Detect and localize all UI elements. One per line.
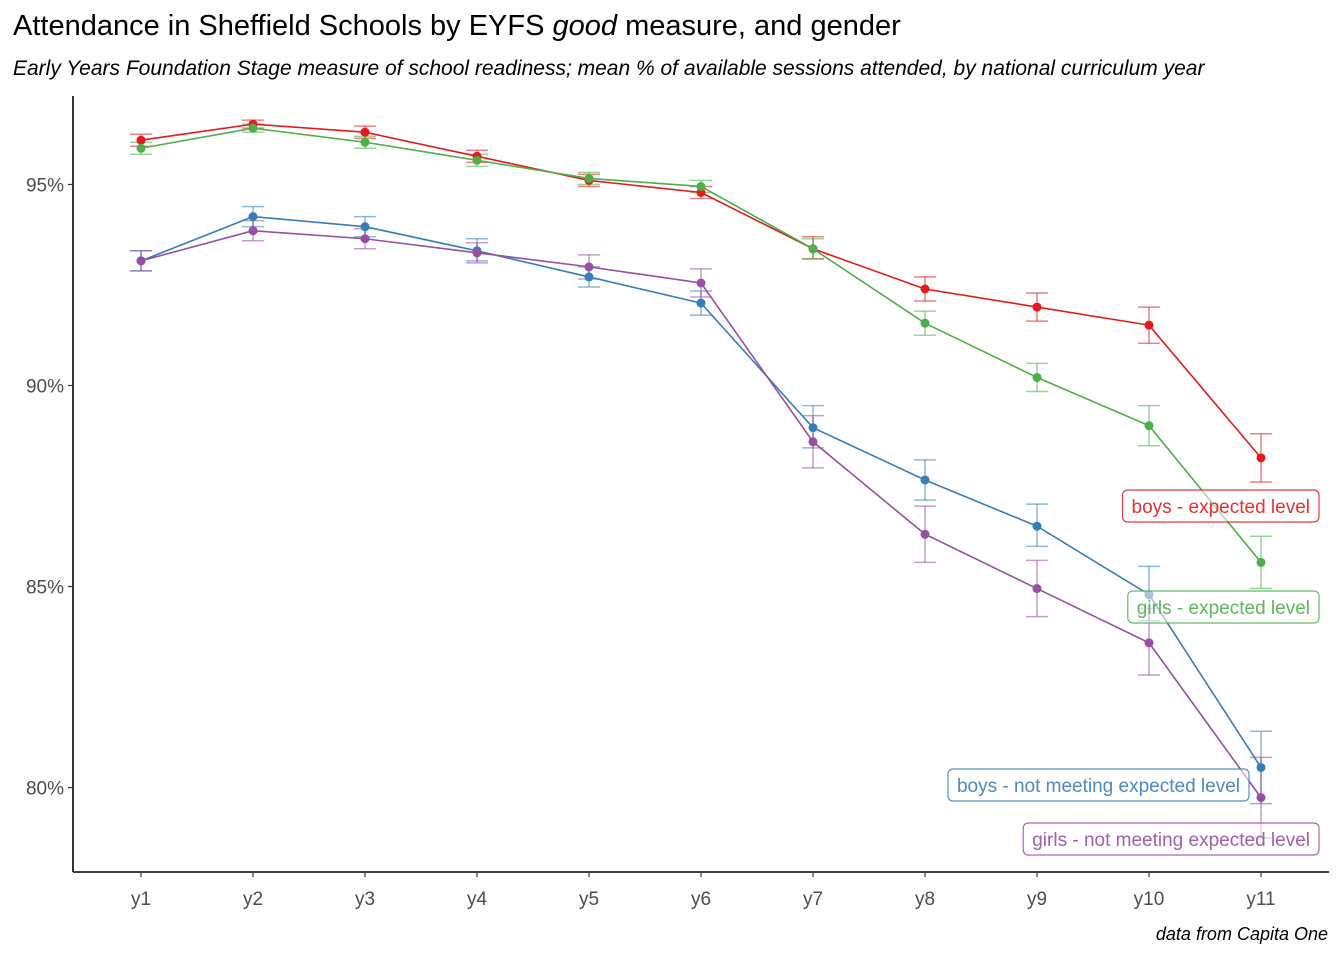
data-point (920, 529, 930, 539)
title-text-start: Attendance in Sheffield Schools by EYFS (13, 10, 553, 42)
data-point (248, 123, 258, 133)
series-label-text: boys - not meeting expected level (957, 776, 1240, 797)
data-point (1032, 584, 1042, 594)
series-label-box (1121, 489, 1320, 523)
data-point (1144, 421, 1154, 431)
data-point (696, 181, 706, 191)
data-point (472, 248, 482, 258)
series-label: girls - not meeting expected level (1022, 822, 1320, 856)
data-point (1256, 453, 1266, 463)
data-point (920, 284, 930, 294)
data-point (1032, 302, 1042, 312)
series-labels: boys - expected level girls - expected le… (947, 489, 1320, 856)
x-tick-label: y6 (691, 889, 711, 910)
series-label: boys - not meeting expected level (947, 768, 1250, 802)
data-point (1256, 762, 1266, 772)
data-point (920, 475, 930, 485)
y-tick-label: 95% (26, 175, 64, 196)
x-tick-label: y9 (1027, 889, 1047, 910)
title-text-end: measure, and gender (617, 10, 901, 42)
data-point (1032, 521, 1042, 531)
data-point (1256, 793, 1266, 803)
data-point (136, 143, 146, 153)
y-tick-label: 80% (26, 779, 64, 800)
data-point (360, 234, 370, 244)
y-tick-label: 85% (26, 578, 64, 599)
chart-title: Attendance in Sheffield Schools by EYFS … (13, 10, 901, 43)
data-point (136, 256, 146, 266)
data-point (696, 298, 706, 308)
x-tick-label: y5 (579, 889, 599, 910)
series-label-box (1127, 590, 1320, 624)
data-point (1144, 638, 1154, 648)
y-tick-label: 90% (26, 376, 64, 397)
series-label-text: girls - expected level (1137, 598, 1310, 619)
data-point (360, 127, 370, 137)
series-label-box (947, 768, 1250, 802)
x-tick-label: y7 (803, 889, 823, 910)
data-point (136, 135, 146, 145)
data-point (360, 137, 370, 147)
x-tick-label: y10 (1134, 889, 1165, 910)
series-lines (140, 123, 1262, 799)
data-points (136, 119, 1266, 803)
series-label: girls - expected level (1127, 590, 1320, 624)
data-point (920, 318, 930, 328)
data-point (1032, 372, 1042, 382)
data-point (248, 226, 258, 236)
x-tick-label: y1 (131, 889, 151, 910)
data-point (808, 244, 818, 254)
data-point (584, 262, 594, 272)
data-point (1144, 320, 1154, 330)
data-point (360, 222, 370, 232)
title-text-emphasis: good (552, 10, 618, 42)
series-label: boys - expected level (1121, 489, 1320, 523)
axes: 80% 85% 90% 95% y1 y2 y3 y4 y5 y6 y7 y8 y9 y10 y11 (26, 96, 1329, 910)
data-point (808, 437, 818, 447)
chart-subtitle: Early Years Foundation Stage measure of … (13, 57, 1205, 80)
x-tick-label: y2 (243, 889, 263, 910)
series-label-box (1022, 822, 1320, 856)
x-tick-label: y11 (1246, 889, 1275, 910)
x-tick-label: y8 (915, 889, 935, 910)
x-tick-label: y3 (355, 889, 375, 910)
data-point (808, 423, 818, 433)
data-point (696, 278, 706, 288)
data-point (472, 155, 482, 165)
data-point (248, 212, 258, 222)
error-bars (130, 119, 1272, 839)
data-point (584, 272, 594, 282)
series-label-text: girls - not meeting expected level (1032, 830, 1310, 851)
data-point (584, 173, 594, 183)
series-label-text: boys - expected level (1132, 497, 1311, 518)
chart-caption: data from Capita One (1155, 924, 1328, 944)
data-point (1256, 557, 1266, 567)
x-tick-label: y4 (467, 889, 488, 910)
